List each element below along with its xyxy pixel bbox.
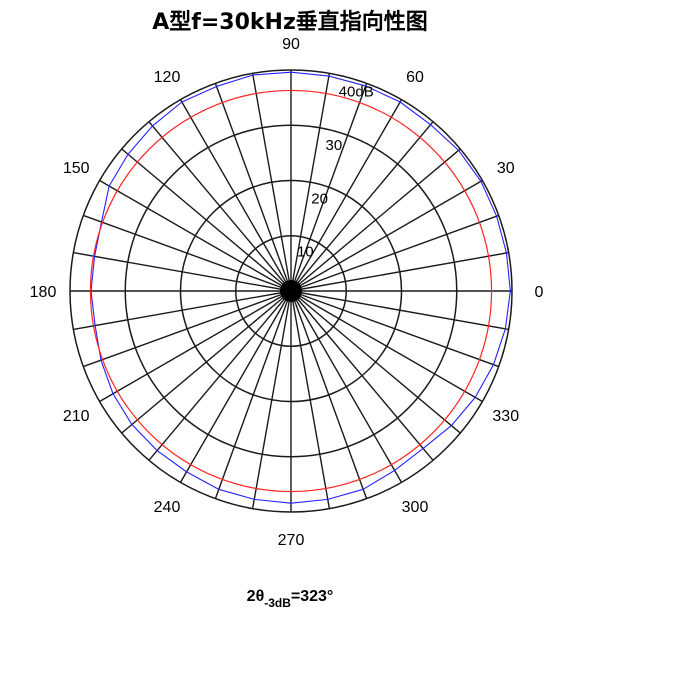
polar-grid xyxy=(69,69,513,513)
angle-tick-label: 30 xyxy=(497,160,515,177)
center-hub xyxy=(280,280,302,302)
series-reference-curve xyxy=(89,89,493,493)
radial-ring xyxy=(69,69,513,513)
radial-ring xyxy=(124,124,458,458)
angle-tick-label: 60 xyxy=(406,69,424,86)
annotation-symbol: 2θ xyxy=(247,588,265,605)
angle-tick-label: 180 xyxy=(30,284,57,301)
radial-tick-label: 10 xyxy=(297,244,314,261)
chart-title: A型f=30kHz垂直指向性图 xyxy=(152,9,428,35)
beamwidth-annotation: 2θ-3dB=323° xyxy=(247,588,334,610)
radial-ring xyxy=(179,179,403,403)
angle-tick-label: 150 xyxy=(63,160,90,177)
annotation-value: =323° xyxy=(291,588,333,605)
angle-tick-label: 240 xyxy=(154,499,181,516)
angle-tick-label: 270 xyxy=(278,532,305,549)
radial-tick-label: 40dB xyxy=(339,84,374,101)
tick-labels: 0 30 60 90 120 150 180 210 240 270 300 330 10 20 30 40d… xyxy=(30,36,544,549)
radial-ring xyxy=(235,235,347,347)
angle-tick-label: 210 xyxy=(63,408,90,425)
angle-tick-label: 120 xyxy=(154,69,181,86)
angle-tick-label: 300 xyxy=(402,499,429,516)
angle-tick-label: 0 xyxy=(535,284,544,301)
angle-tick-label: 330 xyxy=(492,408,519,425)
angle-tick-label: 90 xyxy=(282,36,300,53)
radial-tick-label: 30 xyxy=(326,137,343,154)
annotation-subscript: -3dB xyxy=(264,596,291,610)
series-group xyxy=(89,71,511,504)
radial-tick-label: 20 xyxy=(311,190,328,207)
